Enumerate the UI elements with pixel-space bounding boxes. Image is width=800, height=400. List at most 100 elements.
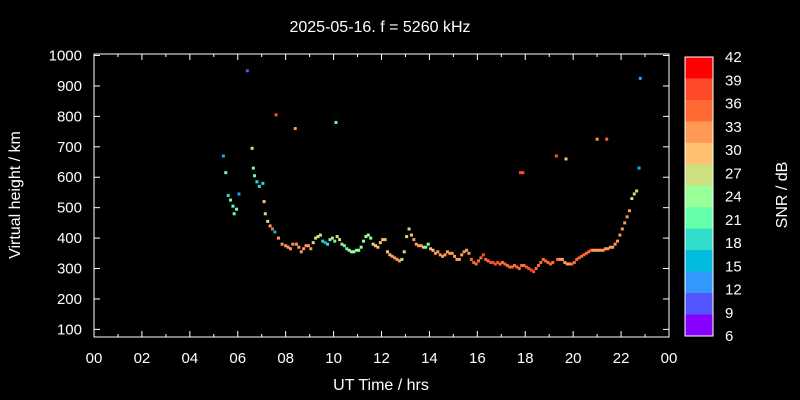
data-point: [587, 250, 591, 254]
data-point: [604, 247, 608, 251]
colorbar-tick-label: 27: [725, 165, 742, 182]
data-point: [342, 244, 346, 248]
data-point: [262, 200, 266, 204]
data-point: [276, 236, 280, 240]
data-point: [402, 250, 406, 254]
colorbar-segment: [685, 228, 713, 251]
data-point: [309, 247, 313, 251]
y-tick-label: 200: [57, 291, 82, 308]
data-point: [400, 257, 404, 261]
data-point: [570, 262, 574, 266]
data-point: [589, 248, 593, 252]
colorbar-segment: [685, 314, 713, 337]
data-point: [266, 219, 270, 223]
data-point: [515, 265, 519, 269]
data-point: [577, 256, 581, 260]
x-tick-label: 04: [181, 350, 198, 367]
data-point: [395, 257, 399, 261]
data-point: [412, 238, 416, 242]
data-point: [489, 260, 493, 264]
data-point: [534, 267, 538, 271]
data-point: [541, 257, 545, 261]
data-point: [330, 236, 334, 240]
data-point: [255, 180, 259, 184]
x-tick-label: 10: [325, 350, 342, 367]
data-point: [560, 257, 564, 261]
x-tick-label: 00: [661, 350, 678, 367]
data-point: [304, 244, 308, 248]
data-point: [556, 257, 560, 261]
data-point: [263, 212, 267, 216]
data-point: [493, 262, 497, 266]
data-point: [445, 250, 449, 254]
x-axis: 00 02 04 06 08 10 12 14 16 18 20 22 00: [86, 54, 678, 367]
x-tick-label: 06: [229, 350, 246, 367]
data-point: [532, 270, 536, 274]
data-point: [369, 236, 373, 240]
data-point: [294, 242, 298, 246]
data-point: [318, 233, 322, 237]
y-tick-label: 600: [57, 169, 82, 186]
y-axis-label: Virtual height / km: [7, 131, 24, 259]
data-point: [419, 244, 423, 248]
data-point: [605, 137, 609, 141]
data-point: [472, 260, 476, 264]
data-point: [385, 250, 389, 254]
data-point: [521, 171, 525, 175]
data-point: [354, 248, 358, 252]
data-point: [374, 244, 378, 248]
data-point: [491, 260, 495, 264]
data-point: [568, 262, 572, 266]
data-point: [460, 253, 464, 257]
data-point: [231, 204, 235, 208]
colorbar-tick-label: 12: [725, 282, 742, 299]
plot-area: [93, 53, 670, 338]
data-point: [529, 268, 533, 272]
data-point: [347, 248, 351, 252]
data-point: [328, 238, 332, 242]
data-point: [352, 250, 356, 254]
data-point: [546, 260, 550, 264]
data-point: [620, 227, 624, 231]
data-point: [457, 257, 461, 261]
x-tick-label: 18: [517, 350, 534, 367]
data-point: [563, 260, 567, 264]
data-point: [326, 242, 330, 246]
data-point: [443, 253, 447, 257]
data-point: [221, 154, 225, 158]
data-point: [479, 256, 483, 260]
data-point: [302, 247, 306, 251]
data-point: [601, 248, 605, 252]
data-point: [288, 247, 292, 251]
data-point: [268, 224, 272, 228]
colorbar-segment: [685, 164, 713, 187]
data-point: [311, 241, 315, 245]
data-point: [524, 265, 528, 269]
data-point: [544, 259, 548, 263]
data-point: [627, 209, 631, 213]
colorbar-tick-label: 6: [725, 328, 733, 345]
colorbar-segment: [685, 121, 713, 144]
colorbar-tick-label: 39: [725, 72, 742, 89]
data-point: [362, 239, 366, 243]
colorbar-segment: [685, 185, 713, 208]
data-point: [484, 257, 488, 261]
data-point: [224, 171, 228, 175]
data-point: [333, 239, 337, 243]
data-point: [510, 265, 514, 269]
data-point: [486, 259, 490, 263]
colorbar-segment: [685, 293, 713, 316]
data-point: [453, 254, 457, 258]
data-point: [592, 248, 596, 252]
x-tick-label: 02: [134, 350, 151, 367]
colorbar-tick-label: 36: [725, 96, 742, 113]
y-tick-label: 700: [57, 139, 82, 156]
data-point: [235, 207, 239, 211]
colorbar-segment: [685, 78, 713, 101]
data-point: [481, 253, 485, 257]
data-point: [237, 192, 241, 196]
data-point: [508, 265, 512, 269]
data-point: [274, 113, 278, 117]
data-point: [448, 251, 452, 255]
